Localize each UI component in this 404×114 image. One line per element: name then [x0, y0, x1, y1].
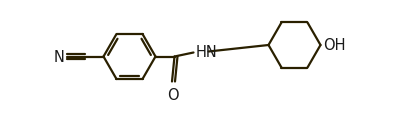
Text: OH: OH — [324, 38, 346, 53]
Text: HN: HN — [196, 45, 217, 60]
Text: N: N — [54, 50, 65, 64]
Text: O: O — [167, 87, 178, 102]
